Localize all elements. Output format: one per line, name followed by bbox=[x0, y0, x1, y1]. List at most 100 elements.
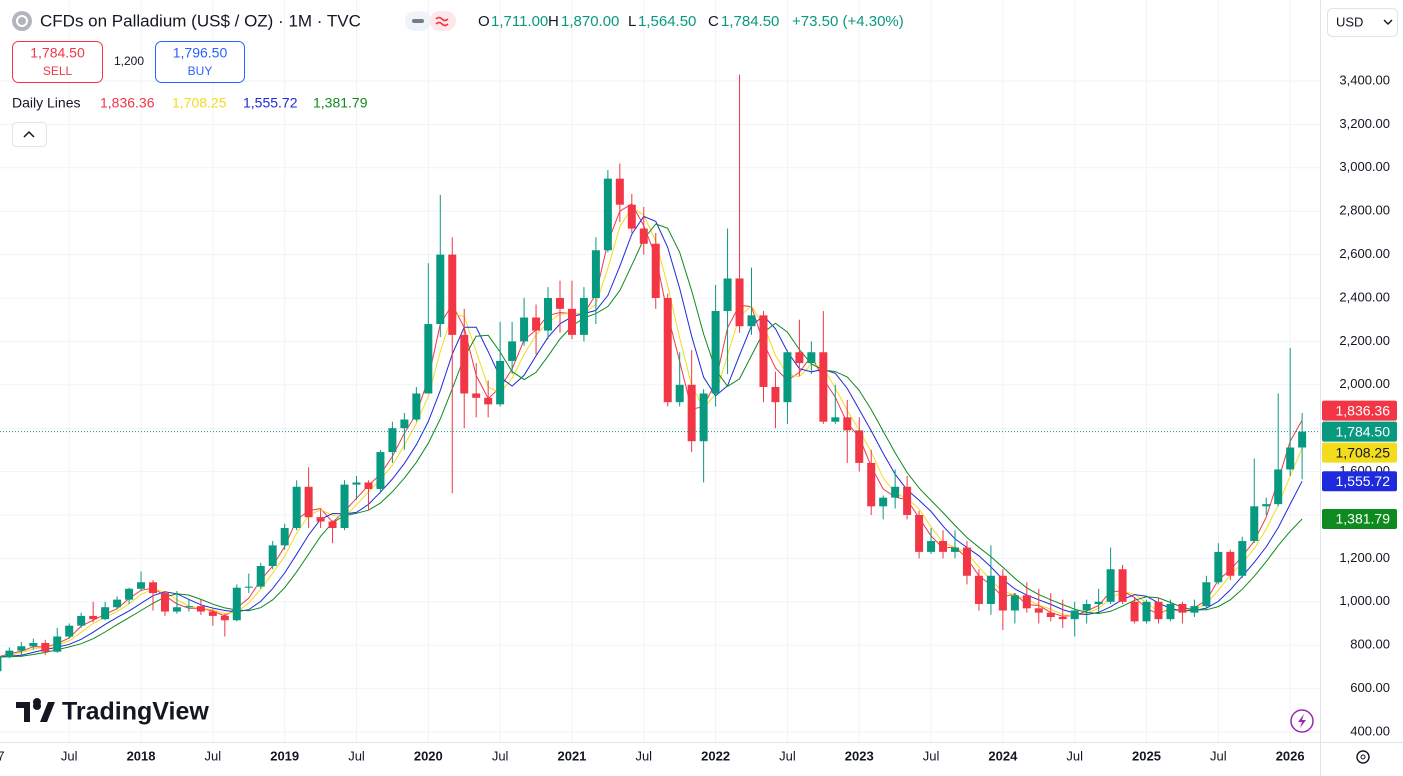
candle-body bbox=[555, 298, 564, 309]
candle-body bbox=[256, 565, 265, 587]
ohlc-readout: O 1,711.00 H 1,870.00 L 1,564.50 C 1,784.50 bbox=[478, 13, 779, 30]
candle-body bbox=[1262, 504, 1271, 507]
ohlc-label: O bbox=[478, 13, 490, 30]
collapse-icon bbox=[23, 130, 35, 138]
candle-body bbox=[1202, 582, 1211, 607]
currency-btn[interactable] bbox=[1327, 8, 1398, 37]
price-label: 1,784.50 bbox=[1336, 423, 1391, 439]
candle-body bbox=[29, 643, 38, 647]
candle-body bbox=[591, 250, 600, 298]
candle-body bbox=[1094, 601, 1103, 604]
candle-body bbox=[220, 615, 229, 621]
grid bbox=[0, 0, 1320, 742]
candle-body bbox=[639, 228, 648, 244]
candle-body bbox=[675, 384, 684, 403]
price-label: 1,381.79 bbox=[1336, 511, 1391, 527]
x-tick-label: Jul bbox=[348, 748, 365, 763]
candle-body bbox=[819, 352, 828, 422]
candle-body bbox=[101, 607, 110, 620]
x-tick-label: 17 bbox=[0, 748, 5, 763]
x-tick-label: Jul bbox=[923, 748, 940, 763]
ohlc-label: L bbox=[628, 13, 636, 30]
candle-body bbox=[1070, 610, 1079, 620]
candle-body bbox=[951, 547, 959, 552]
candle-body bbox=[1286, 447, 1295, 470]
y-tick-label: 3,000.00 bbox=[1339, 159, 1390, 174]
candle-body bbox=[795, 352, 804, 364]
y-tick-label: 2,800.00 bbox=[1339, 203, 1390, 218]
legend: 1,836.36 1,708.25 1,555.72 1,381.79 bbox=[100, 95, 368, 111]
candle-body bbox=[77, 615, 86, 626]
y-tick-label: 2,400.00 bbox=[1339, 289, 1390, 304]
price-label: 1,836.36 bbox=[1336, 402, 1391, 418]
candle-body bbox=[974, 575, 983, 604]
x-tick-label: 2021 bbox=[557, 748, 586, 763]
candle-body bbox=[1166, 603, 1175, 620]
candle-body bbox=[1046, 612, 1055, 617]
x-tick-label: 2026 bbox=[1276, 748, 1305, 763]
candle-body bbox=[232, 587, 241, 621]
candle-body bbox=[1226, 551, 1235, 576]
candle-body bbox=[759, 315, 768, 387]
candle-body bbox=[137, 582, 146, 589]
sell-btn[interactable] bbox=[12, 41, 103, 83]
candle-body bbox=[1082, 603, 1091, 611]
candle-body bbox=[484, 397, 493, 405]
ohlc-label: C bbox=[708, 13, 719, 30]
ma-line bbox=[0, 223, 1303, 658]
toggle-icon bbox=[412, 19, 424, 23]
y-tick-label: 2,000.00 bbox=[1339, 376, 1390, 391]
price-label-bg bbox=[1322, 442, 1397, 463]
symbol-icon bbox=[12, 11, 32, 31]
buy-btn[interactable] bbox=[155, 41, 245, 83]
ohlc-value: 1,711.00 bbox=[491, 13, 548, 30]
x-tick-label: Jul bbox=[492, 748, 509, 763]
candle-body bbox=[723, 278, 732, 312]
candle-body bbox=[196, 606, 205, 612]
candle-body bbox=[1118, 569, 1127, 602]
wave-btn[interactable] bbox=[430, 11, 456, 31]
candle-body bbox=[1034, 608, 1043, 613]
change: +73.50 (+4.30%) bbox=[792, 13, 904, 30]
candle-body bbox=[388, 428, 397, 453]
price-label-bg bbox=[1322, 471, 1397, 492]
price-label-bg bbox=[1322, 400, 1397, 421]
candle-body bbox=[1250, 506, 1259, 542]
candle-body bbox=[783, 352, 792, 403]
candle-body bbox=[17, 646, 26, 651]
symbol-title: CFDs on Palladium (US$ / OZ) · 1M · TVC bbox=[40, 11, 361, 30]
x-tick-label: Jul bbox=[635, 748, 652, 763]
candle-body bbox=[376, 452, 385, 489]
candle-body bbox=[867, 462, 876, 507]
candle-body bbox=[699, 393, 708, 442]
candle-body bbox=[939, 541, 948, 552]
candle-body bbox=[244, 586, 253, 588]
currency: USD bbox=[1336, 14, 1363, 29]
candle-body bbox=[472, 393, 481, 398]
watermark: TradingView bbox=[62, 698, 209, 726]
candle-body bbox=[0, 657, 2, 672]
candle-body bbox=[1214, 551, 1223, 583]
candle-body bbox=[962, 547, 971, 576]
candle-body bbox=[1142, 601, 1151, 622]
x-tick-label: 2022 bbox=[701, 748, 730, 763]
price-label: 1,708.25 bbox=[1336, 444, 1391, 460]
buy-price: 1,796.50 bbox=[173, 45, 228, 61]
price-label: 1,555.72 bbox=[1336, 473, 1391, 489]
y-tick-label: 600.00 bbox=[1350, 680, 1390, 695]
ma-line bbox=[0, 215, 1303, 658]
candle-body bbox=[520, 317, 529, 342]
settings-btn[interactable] bbox=[1356, 750, 1370, 764]
candle-body bbox=[113, 599, 122, 608]
collapse-btn[interactable] bbox=[12, 122, 47, 147]
candle-body bbox=[1130, 601, 1139, 622]
candle-body bbox=[1238, 541, 1247, 576]
candle-body bbox=[998, 575, 1007, 611]
x-tick-label: 2023 bbox=[845, 748, 874, 763]
candle-body bbox=[579, 298, 588, 335]
candle-body bbox=[352, 482, 361, 485]
legend-value: 1,708.25 bbox=[172, 95, 227, 111]
ma-line bbox=[0, 207, 1303, 658]
candle-body bbox=[436, 254, 445, 325]
candle-body bbox=[915, 515, 924, 552]
